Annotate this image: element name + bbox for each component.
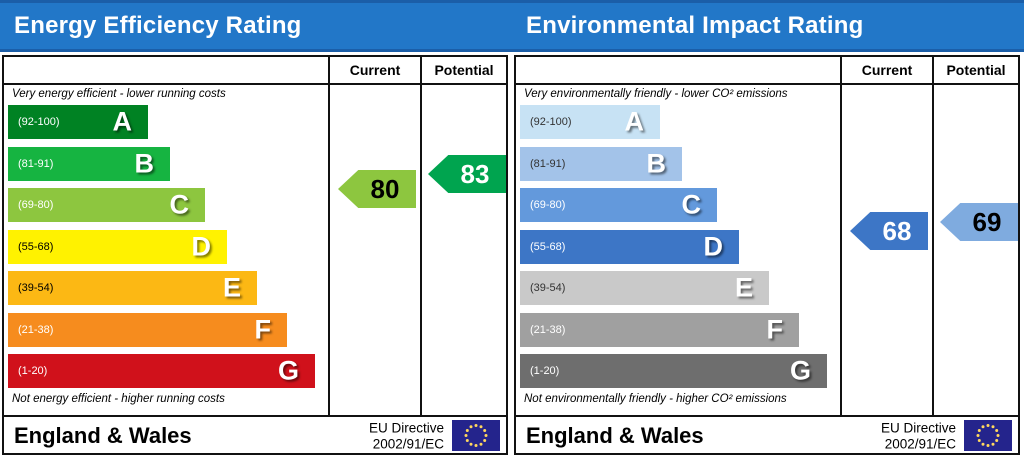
column-divider bbox=[420, 57, 422, 417]
band-a: (92-100) A bbox=[520, 105, 660, 139]
current-rating-value: 68 bbox=[882, 215, 912, 246]
potential-rating-arrow: 83 bbox=[428, 155, 506, 193]
band-d: (55-68) D bbox=[520, 230, 739, 264]
band-e: (39-54) E bbox=[520, 271, 769, 305]
title-banner: Energy Efficiency Rating Environmental I… bbox=[0, 0, 1024, 52]
band-range-label: (81-91) bbox=[18, 158, 54, 170]
potential-rating-value: 83 bbox=[460, 158, 490, 189]
band-b: (81-91) B bbox=[520, 147, 682, 181]
current-rating-arrow: 68 bbox=[850, 212, 928, 250]
bottom-caption: Not environmentally friendly - higher CO… bbox=[524, 393, 787, 405]
eu-flag-icon bbox=[452, 420, 500, 451]
band-d: (55-68) D bbox=[8, 230, 227, 264]
band-e: (39-54) E bbox=[8, 271, 257, 305]
band-letter: C bbox=[169, 189, 190, 220]
band-letter: E bbox=[222, 272, 241, 303]
column-header-row: Current Potential bbox=[516, 57, 1018, 85]
band-range-label: (69-80) bbox=[18, 199, 54, 211]
band-letter: D bbox=[191, 231, 212, 262]
band-range-label: (55-68) bbox=[530, 241, 566, 253]
band-range-label: (1-20) bbox=[18, 365, 48, 377]
current-column-header: Current bbox=[349, 62, 401, 78]
footer-row: England & Wales EU Directive 2002/91/EC bbox=[4, 417, 506, 455]
band-c: (69-80) C bbox=[520, 188, 717, 222]
region-label: England & Wales bbox=[526, 423, 704, 448]
band-letter: B bbox=[134, 148, 155, 179]
band-letter: D bbox=[703, 231, 724, 262]
bottom-caption: Not energy efficient - higher running co… bbox=[12, 393, 225, 405]
column-divider bbox=[328, 57, 330, 417]
band-letter: B bbox=[646, 148, 667, 179]
band-range-label: (55-68) bbox=[18, 241, 54, 253]
environmental-rating-scale: Very environmentally friendly - lower CO… bbox=[516, 85, 1018, 417]
top-caption: Very environmentally friendly - lower CO… bbox=[524, 88, 788, 100]
top-caption: Very energy efficient - lower running co… bbox=[12, 88, 226, 100]
current-rating-arrow: 80 bbox=[338, 170, 416, 208]
band-range-label: (39-54) bbox=[18, 282, 54, 294]
band-letter: C bbox=[681, 189, 702, 220]
band-letter: A bbox=[624, 106, 645, 137]
column-divider bbox=[840, 57, 842, 417]
band-letter: G bbox=[789, 355, 811, 386]
energy-rating-scale: Very energy efficient - lower running co… bbox=[4, 85, 506, 417]
potential-rating-value: 69 bbox=[972, 206, 1002, 237]
current-column-header: Current bbox=[861, 62, 913, 78]
band-a: (92-100) A bbox=[8, 105, 148, 139]
potential-column-header: Potential bbox=[434, 62, 494, 78]
environmental-impact-panel: Current Potential Very environmentally f… bbox=[514, 55, 1020, 455]
band-g: (1-20) G bbox=[520, 354, 827, 388]
band-range-label: (92-100) bbox=[18, 116, 60, 128]
band-letter: E bbox=[734, 272, 753, 303]
band-g: (1-20) G bbox=[8, 354, 315, 388]
energy-efficiency-panel: Current Potential Very energy efficient … bbox=[2, 55, 508, 455]
current-rating-value: 80 bbox=[370, 173, 400, 204]
region-label: England & Wales bbox=[14, 423, 192, 448]
energy-efficiency-title: Energy Efficiency Rating bbox=[14, 12, 302, 39]
column-divider bbox=[932, 57, 934, 417]
band-f: (21-38) F bbox=[8, 313, 287, 347]
band-letter: G bbox=[277, 355, 299, 386]
band-range-label: (92-100) bbox=[530, 116, 572, 128]
eu-flag-icon bbox=[964, 420, 1012, 451]
band-range-label: (39-54) bbox=[530, 282, 566, 294]
band-range-label: (21-38) bbox=[18, 324, 54, 336]
band-f: (21-38) F bbox=[520, 313, 799, 347]
band-range-label: (81-91) bbox=[530, 158, 566, 170]
band-letter: F bbox=[766, 314, 784, 345]
potential-column-header: Potential bbox=[946, 62, 1006, 78]
environmental-impact-title: Environmental Impact Rating bbox=[526, 12, 864, 39]
footer-row: England & Wales EU Directive 2002/91/EC bbox=[516, 417, 1018, 455]
column-header-row: Current Potential bbox=[4, 57, 506, 85]
band-c: (69-80) C bbox=[8, 188, 205, 222]
eu-directive-label: EU Directive 2002/91/EC bbox=[880, 420, 956, 451]
band-range-label: (21-38) bbox=[530, 324, 566, 336]
band-range-label: (1-20) bbox=[530, 365, 560, 377]
band-letter: F bbox=[254, 314, 272, 345]
potential-rating-arrow: 69 bbox=[940, 203, 1018, 241]
eu-directive-label: EU Directive 2002/91/EC bbox=[368, 420, 444, 451]
band-b: (81-91) B bbox=[8, 147, 170, 181]
band-range-label: (69-80) bbox=[530, 199, 566, 211]
band-letter: A bbox=[112, 106, 133, 137]
